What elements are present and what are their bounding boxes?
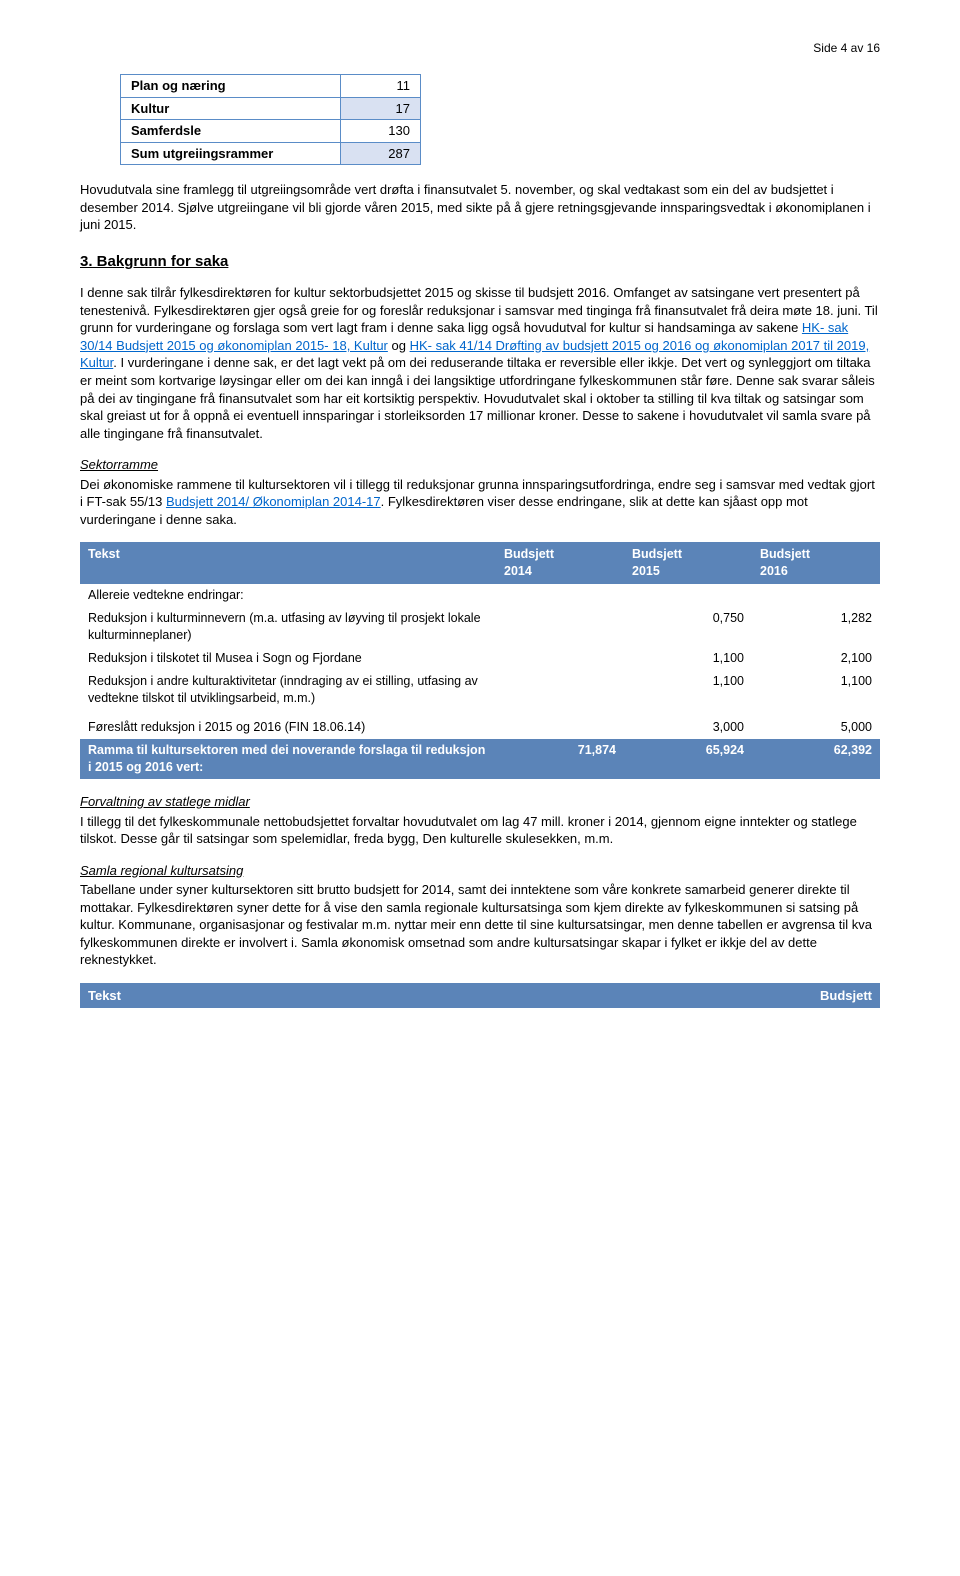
budget-label: Reduksjon i andre kulturaktivitetar (inn…	[80, 670, 496, 710]
budget-label: Reduksjon i tilskotet til Musea i Sogn o…	[80, 647, 496, 670]
samla-body: Tabellane under syner kultursektoren sit…	[80, 881, 880, 969]
budget-total-label: Ramma til kultursektoren med dei noveran…	[80, 739, 496, 779]
budget-c2: 1,100	[624, 647, 752, 670]
summary-row: Sum utgreiingsrammer287	[121, 142, 421, 165]
budget-c1	[496, 647, 624, 670]
summary-value: 11	[341, 75, 421, 98]
summary-table: Plan og næring11Kultur17Samferdsle130Sum…	[120, 74, 421, 165]
budget-c2: 1,100	[624, 670, 752, 710]
budget-total-c3: 62,392	[752, 739, 880, 779]
mini-header-table: Tekst Budsjett	[80, 983, 880, 1009]
section-3-text-1: I denne sak tilrår fylkesdirektøren for …	[80, 285, 878, 335]
section-3-heading: 3. Bakgrunn for saka	[80, 252, 880, 272]
sektorramme-body: Dei økonomiske rammene til kultursektore…	[80, 476, 880, 529]
budget-subheading-row: Allereie vedtekne endringar:	[80, 584, 880, 607]
budget-total-row: Ramma til kultursektoren med dei noveran…	[80, 739, 880, 779]
forvaltning-heading: Forvaltning av statlege midlar	[80, 793, 880, 811]
budget-row: Reduksjon i tilskotet til Musea i Sogn o…	[80, 647, 880, 670]
budget-label: Føreslått reduksjon i 2015 og 2016 (FIN …	[80, 709, 496, 739]
section-3-body: I denne sak tilrår fylkesdirektøren for …	[80, 284, 880, 442]
intro-paragraph: Hovudutvala sine framlegg til utgreiings…	[80, 181, 880, 234]
page-number: Side 4 av 16	[80, 40, 880, 56]
summary-label: Plan og næring	[121, 75, 341, 98]
budget-c3: 2,100	[752, 647, 880, 670]
samla-heading: Samla regional kultursatsing	[80, 862, 880, 880]
mini-th-budsjett: Budsjett	[640, 983, 880, 1009]
budget-label: Reduksjon i kulturminnevern (m.a. utfasi…	[80, 607, 496, 647]
budget-c3: 1,100	[752, 670, 880, 710]
summary-row: Plan og næring11	[121, 75, 421, 98]
budget-c2: 3,000	[624, 709, 752, 739]
budget-th-2014: Budsjett2014	[496, 542, 624, 584]
summary-label: Sum utgreiingsrammer	[121, 142, 341, 165]
budget-th-2015: Budsjett2015	[624, 542, 752, 584]
budget-th-2016: Budsjett2016	[752, 542, 880, 584]
budget-total-c2: 65,924	[624, 739, 752, 779]
budget-table: Tekst Budsjett2014 Budsjett2015 Budsjett…	[80, 542, 880, 779]
mini-th-tekst: Tekst	[80, 983, 640, 1009]
budget-c2: 0,750	[624, 607, 752, 647]
budget-c3: 1,282	[752, 607, 880, 647]
summary-value: 130	[341, 120, 421, 143]
section-3-text-2: . I vurderingane i denne sak, er det lag…	[80, 355, 875, 440]
budget-c1	[496, 607, 624, 647]
budget-c1	[496, 709, 624, 739]
sektorramme-heading: Sektorramme	[80, 456, 880, 474]
summary-row: Kultur17	[121, 97, 421, 120]
summary-value: 287	[341, 142, 421, 165]
budget-row: Reduksjon i kulturminnevern (m.a. utfasi…	[80, 607, 880, 647]
forvaltning-body: I tillegg til det fylkeskommunale nettob…	[80, 813, 880, 848]
budget-c1	[496, 670, 624, 710]
section-3-text-between: og	[388, 338, 410, 353]
summary-label: Kultur	[121, 97, 341, 120]
summary-label: Samferdsle	[121, 120, 341, 143]
budget-proposed-row: Føreslått reduksjon i 2015 og 2016 (FIN …	[80, 709, 880, 739]
summary-row: Samferdsle130	[121, 120, 421, 143]
budget-c3: 5,000	[752, 709, 880, 739]
budget-total-c1: 71,874	[496, 739, 624, 779]
budget-th-tekst: Tekst	[80, 542, 496, 584]
budget-subheading: Allereie vedtekne endringar:	[80, 584, 880, 607]
summary-value: 17	[341, 97, 421, 120]
budget-row: Reduksjon i andre kulturaktivitetar (inn…	[80, 670, 880, 710]
link-budsjett-2014[interactable]: Budsjett 2014/ Økonomiplan 2014-17	[166, 494, 381, 509]
